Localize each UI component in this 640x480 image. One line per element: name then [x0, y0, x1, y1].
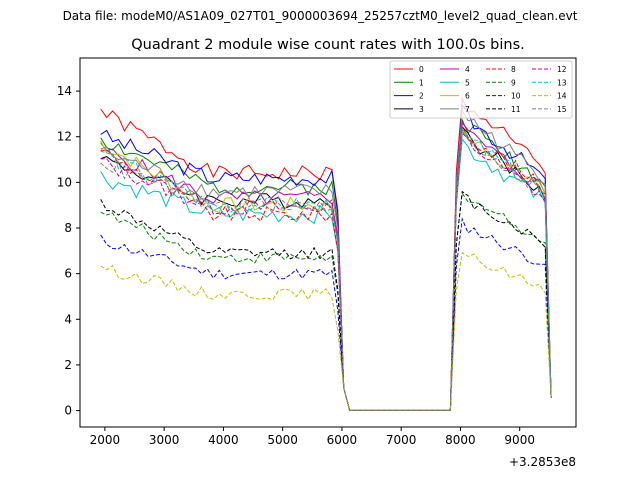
- x-tick-label: 6000: [327, 433, 358, 447]
- series-line-2: [100, 104, 552, 411]
- legend-label-5: 5: [465, 78, 470, 87]
- legend-label-15: 15: [557, 105, 567, 114]
- series-line-7: [100, 108, 552, 411]
- legend-box: [389, 60, 573, 119]
- chart-title: Quadrant 2 module wise count rates with …: [131, 37, 525, 53]
- legend-label-2: 2: [419, 92, 424, 101]
- legend-label-10: 10: [511, 92, 521, 101]
- y-tick-label: 8: [64, 221, 72, 235]
- x-tick-label: 7000: [386, 433, 417, 447]
- legend-label-11: 11: [511, 105, 521, 114]
- series-line-14: [100, 251, 552, 411]
- x-axis: 2000 3000 4000 5000 6000 7000 8000 9000: [90, 427, 535, 447]
- x-tick-label: 4000: [208, 433, 239, 447]
- series-line-4: [100, 121, 552, 411]
- legend-label-6: 6: [465, 92, 470, 101]
- x-tick-label: 3000: [149, 433, 180, 447]
- series-line-1: [100, 118, 552, 411]
- series-line-5: [100, 137, 552, 411]
- axes-frame: [79, 57, 577, 428]
- x-offset-label: +3.2853e8: [509, 455, 576, 469]
- legend-label-4: 4: [465, 65, 470, 74]
- legend-label-12: 12: [557, 65, 567, 74]
- legend-label-13: 13: [557, 78, 567, 87]
- y-axis: 0 2 4 6 8 10 12 14: [57, 84, 80, 418]
- series-line-13: [100, 127, 552, 411]
- legend-label-14: 14: [557, 92, 567, 101]
- x-tick-label: 8000: [445, 433, 476, 447]
- series-line-8: [100, 125, 552, 411]
- y-tick-label: 6: [64, 267, 72, 281]
- legend-label-0: 0: [419, 65, 424, 74]
- legend-label-9: 9: [511, 78, 516, 87]
- x-tick-label: 5000: [267, 433, 298, 447]
- y-tick-label: 4: [64, 312, 72, 326]
- series-line-15: [100, 129, 552, 411]
- legend-label-1: 1: [419, 78, 424, 87]
- x-tick-label: 9000: [504, 433, 535, 447]
- y-tick-label: 12: [57, 130, 72, 144]
- series-line-9: [100, 191, 552, 411]
- y-tick-label: 2: [64, 358, 72, 372]
- x-tick-label: 2000: [90, 433, 121, 447]
- plot-area: [79, 57, 577, 428]
- y-tick-label: 0: [64, 404, 72, 418]
- legend-label-3: 3: [419, 105, 424, 114]
- series-line-12: [100, 132, 552, 411]
- y-tick-label: 14: [57, 84, 72, 98]
- legend-label-8: 8: [511, 65, 516, 74]
- legend-label-7: 7: [465, 105, 470, 114]
- series-line-11: [100, 190, 552, 411]
- chart-suptitle: Data file: modeM0/AS1A09_027T01_90000036…: [63, 9, 578, 23]
- y-tick-label: 10: [57, 175, 72, 189]
- series-lines: [100, 96, 552, 411]
